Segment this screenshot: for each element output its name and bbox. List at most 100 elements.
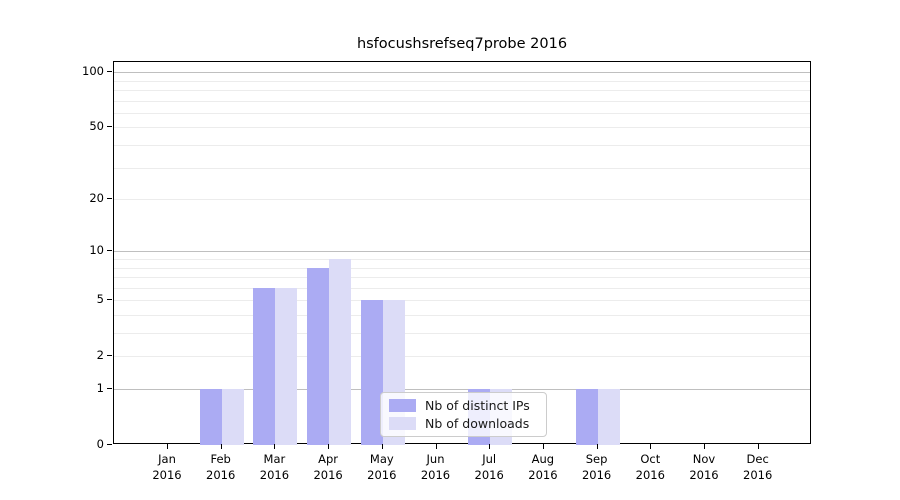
year-label: 2016 (689, 468, 719, 482)
minor-gridline (114, 80, 810, 82)
x-tick-label-jun: Jun 2016 (409, 451, 463, 483)
x-tick-mark (489, 444, 491, 449)
legend: Nb of distinct IPs Nb of downloads (380, 392, 547, 437)
year-label: 2016 (152, 468, 182, 482)
x-tick-mark (435, 444, 437, 449)
legend-swatch-downloads (389, 417, 416, 430)
x-tick-mark (542, 444, 544, 449)
minor-gridline (114, 267, 810, 269)
bar-apr-downloads (329, 259, 352, 445)
x-tick-mark (381, 444, 383, 449)
y-tick-label: 100 (82, 64, 104, 79)
x-tick-label-mar: Mar 2016 (247, 451, 301, 483)
month-label: May (369, 452, 394, 466)
minor-gridline (114, 259, 810, 260)
y-tick-label: 5 (96, 292, 104, 307)
x-tick-mark (650, 444, 652, 449)
year-label: 2016 (743, 468, 773, 482)
y-tick-mark (107, 388, 112, 389)
y-tick-label: 0 (96, 437, 104, 451)
x-tick-label-oct: Oct 2016 (623, 451, 677, 483)
legend-item: Nb of distinct IPs (389, 398, 538, 413)
bar-sep-downloads (597, 389, 620, 445)
y-tick-mark (107, 71, 112, 73)
y-tick-mark (107, 198, 112, 200)
year-label: 2016 (528, 468, 558, 482)
x-tick-label-dec: Dec 2016 (731, 451, 785, 483)
month-label: Jul (482, 452, 497, 466)
x-tick-label-may: May 2016 (355, 451, 409, 483)
month-label: Nov (692, 452, 716, 466)
y-tick-label: 2 (96, 348, 104, 363)
x-tick-mark (757, 444, 759, 449)
minor-gridline (114, 127, 810, 129)
minor-gridline (114, 356, 810, 358)
legend-label: Nb of distinct IPs (425, 398, 530, 413)
month-label: Oct (640, 452, 661, 466)
x-tick-mark (167, 444, 168, 449)
x-tick-mark (328, 444, 330, 449)
month-label: Feb (210, 452, 231, 466)
minor-gridline (114, 100, 810, 102)
year-label: 2016 (313, 468, 343, 482)
x-tick-mark (220, 444, 222, 449)
x-tick-mark (596, 444, 598, 449)
month-label: Sep (585, 452, 608, 466)
month-label: Jun (426, 452, 445, 466)
y-tick-mark (107, 299, 112, 301)
minor-gridline (114, 287, 810, 289)
x-tick-label-aug: Aug 2016 (516, 451, 570, 483)
year-label: 2016 (635, 468, 665, 482)
legend-label: Nb of downloads (425, 416, 530, 431)
x-tick-label-jul: Jul 2016 (462, 451, 516, 483)
minor-gridline (114, 300, 810, 302)
x-tick-mark (274, 444, 276, 449)
year-label: 2016 (420, 468, 451, 482)
y-tick-mark (107, 444, 112, 445)
year-label: 2016 (367, 468, 397, 482)
bar-may-ips (360, 300, 383, 445)
y-tick-label: 10 (89, 243, 104, 258)
y-tick-mark (107, 126, 112, 128)
legend-item: Nb of downloads (389, 416, 538, 431)
bar-feb-ips (199, 389, 222, 445)
bar-mar-downloads (275, 287, 298, 445)
minor-gridline (114, 145, 810, 146)
minor-gridline (114, 199, 810, 201)
year-label: 2016 (206, 468, 236, 482)
month-label: Apr (318, 452, 339, 466)
minor-gridline (114, 167, 810, 169)
year-label: 2016 (474, 468, 504, 482)
minor-gridline (114, 315, 810, 316)
bar-apr-ips (307, 267, 330, 445)
minor-gridline (114, 277, 810, 278)
minor-gridline (114, 112, 810, 114)
x-tick-label-nov: Nov 2016 (677, 451, 731, 483)
y-tick-label: 1 (96, 381, 104, 395)
x-tick-mark (704, 444, 705, 449)
month-label: Mar (263, 452, 286, 466)
y-tick-mark (107, 355, 112, 357)
month-label: Dec (746, 452, 769, 466)
y-tick-mark (107, 250, 112, 252)
major-gridline (114, 72, 810, 74)
month-label: Aug (531, 452, 555, 466)
y-tick-label: 20 (89, 191, 104, 206)
year-label: 2016 (259, 468, 290, 482)
y-tick-label: 50 (89, 119, 104, 134)
legend-swatch-distinct-ips (389, 399, 416, 412)
month-label: Jan (158, 452, 176, 466)
year-label: 2016 (581, 468, 612, 482)
bar-mar-ips (253, 287, 276, 445)
plot-area (113, 61, 811, 445)
major-gridline (114, 389, 810, 390)
chart-title: hsfocushsrefseq7probe 2016 (356, 36, 568, 52)
bar-sep-ips (575, 389, 598, 445)
x-tick-label-sep: Sep 2016 (570, 451, 624, 483)
bar-feb-downloads (221, 389, 244, 445)
minor-gridline (114, 333, 810, 334)
major-gridline (114, 251, 810, 253)
x-tick-label-apr: Apr 2016 (301, 451, 355, 483)
x-tick-label-jan: Jan 2016 (140, 451, 194, 483)
